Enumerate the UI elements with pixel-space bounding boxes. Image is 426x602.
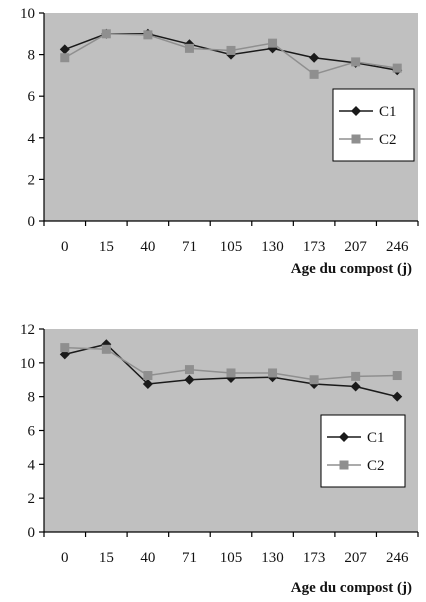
y-tick-label: 0 [28, 525, 36, 541]
x-tick-label: 105 [220, 550, 243, 566]
y-tick-label: 2 [28, 491, 36, 507]
legend-swatch-marker [339, 460, 349, 470]
series-C2 [60, 343, 402, 385]
data-point [268, 38, 278, 48]
data-point [142, 378, 153, 389]
series-C2 [60, 29, 402, 79]
legend: C1 C2 [320, 414, 406, 488]
x-tick-label: 71 [182, 239, 197, 255]
x-tick-label: 246 [386, 550, 409, 566]
y-tick-label: 10 [20, 356, 35, 372]
legend-box [332, 88, 415, 162]
y-tick-label: 6 [28, 89, 36, 105]
x-tick-label: 40 [140, 550, 155, 566]
x-tick-label: 207 [344, 550, 367, 566]
data-point [184, 374, 195, 385]
y-tick-label: 0 [28, 214, 36, 230]
data-point [184, 365, 194, 375]
legend-label: C1 [379, 104, 397, 120]
x-axis-title: Age du compost (j) [291, 261, 412, 277]
legend-item-C2: C2 [327, 458, 385, 474]
x-tick-label: 40 [140, 239, 155, 255]
data-point [143, 371, 153, 381]
y-tick-label: 4 [28, 457, 36, 473]
legend-label: C1 [367, 430, 385, 446]
x-tick-label: 15 [99, 239, 114, 255]
data-point [60, 343, 70, 353]
x-tick-label: 130 [261, 550, 284, 566]
x-tick-label: 105 [220, 239, 243, 255]
x-tick-label: 71 [182, 550, 197, 566]
data-point [60, 53, 70, 63]
legend-swatch-marker [351, 134, 361, 144]
legend-item-C2: C2 [339, 132, 397, 148]
data-point [351, 57, 361, 67]
y-tick-label: 8 [28, 48, 36, 64]
data-point [309, 69, 319, 79]
x-tick-label: 0 [61, 239, 69, 255]
x-axis-title: Age du compost (j) [291, 580, 412, 596]
data-point [268, 368, 278, 378]
legend-swatch-marker [351, 106, 361, 116]
data-point [351, 371, 361, 381]
x-tick-label: 173 [303, 239, 326, 255]
legend-item-C1: C1 [327, 430, 385, 446]
legend-item-C1: C1 [339, 104, 397, 120]
x-tick-label: 246 [386, 239, 409, 255]
data-point [101, 29, 111, 39]
x-tick-label: 130 [261, 239, 284, 255]
y-tick-label: 6 [28, 424, 36, 440]
x-tick-label: 0 [61, 550, 69, 566]
legend-box [320, 414, 406, 488]
data-point [59, 44, 70, 55]
x-tick-label: 15 [99, 550, 114, 566]
data-point [184, 43, 194, 53]
data-point [392, 391, 403, 402]
y-tick-label: 2 [28, 172, 36, 188]
data-point [309, 375, 319, 385]
data-point [392, 371, 402, 381]
y-tick-label: 10 [20, 6, 35, 22]
y-tick-label: 8 [28, 390, 36, 406]
data-point [226, 45, 236, 55]
y-tick-label: 12 [20, 322, 35, 338]
data-point [143, 30, 153, 40]
data-point [226, 368, 236, 378]
data-point [309, 52, 320, 63]
legend: C1 C2 [332, 88, 415, 162]
y-tick-label: 4 [28, 131, 36, 147]
legend-label: C2 [367, 458, 385, 474]
legend-label: C2 [379, 132, 397, 148]
data-point [392, 63, 402, 73]
data-point [350, 381, 361, 392]
x-tick-label: 173 [303, 550, 326, 566]
data-point [101, 344, 111, 354]
x-tick-label: 207 [344, 239, 367, 255]
legend-swatch-marker [339, 432, 349, 442]
